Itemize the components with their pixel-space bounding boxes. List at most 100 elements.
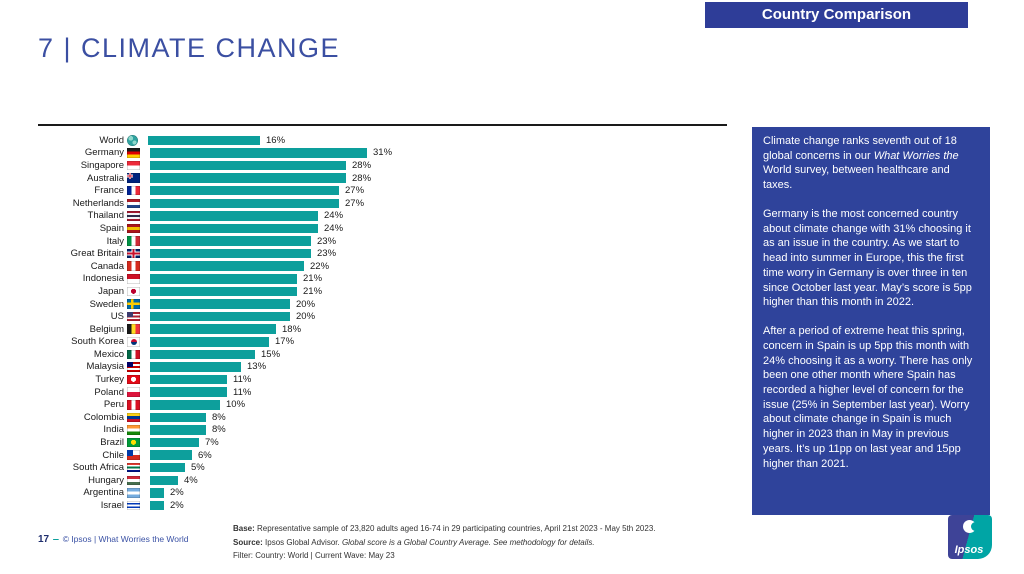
chart-row: Poland 11% — [40, 386, 392, 399]
country-label: Australia — [87, 172, 124, 184]
country-label: Colombia — [83, 411, 124, 423]
ipsos-logo-text: Ipsos — [954, 544, 984, 556]
country-label: Mexico — [93, 348, 124, 360]
value-label: 22% — [310, 260, 330, 272]
filter-line: Filter: Country: World | Current Wave: M… — [233, 551, 395, 560]
country-label: India — [103, 424, 124, 436]
country-label: Argentina — [83, 487, 124, 499]
world-flag-icon — [127, 134, 138, 146]
bar — [150, 261, 304, 271]
bar — [150, 349, 255, 360]
chile-flag-icon — [127, 450, 140, 460]
base-line: Base: Representative sample of 23,820 ad… — [233, 522, 656, 536]
turkey-flag-icon — [127, 374, 140, 385]
value-label: 7% — [205, 437, 219, 449]
value-label: 5% — [191, 462, 205, 474]
value-label: 24% — [324, 222, 344, 234]
bar — [150, 286, 297, 297]
ipsos-logo: Ipsos — [948, 515, 992, 559]
chart-row: Brazil 7% — [40, 436, 392, 449]
canada-flag-icon — [127, 261, 140, 271]
country-label: France — [94, 185, 124, 197]
country-label: Turkey — [95, 374, 124, 386]
bar — [150, 173, 346, 183]
value-label: 10% — [226, 399, 246, 411]
chart-row: Colombia 8% — [40, 411, 392, 424]
bar — [148, 135, 260, 146]
chart-row: Canada 22% — [40, 260, 392, 273]
hungary-flag-icon — [127, 475, 140, 486]
malaysia-flag-icon — [127, 362, 140, 372]
chart-row: Hungary 4% — [40, 474, 392, 487]
country-label: Belgium — [89, 323, 124, 335]
chart-row: US 20% — [40, 310, 392, 323]
country-label: Peru — [103, 399, 124, 411]
bar — [150, 248, 311, 259]
france-flag-icon — [127, 185, 140, 196]
chart-row: Israel 2% — [40, 499, 392, 512]
value-label: 21% — [303, 273, 323, 285]
value-label: 4% — [184, 474, 198, 486]
chart-row: Spain 24% — [40, 222, 392, 235]
value-label: 28% — [352, 172, 372, 184]
value-label: 2% — [170, 500, 184, 512]
colombia-flag-icon — [127, 412, 140, 423]
country-label: Chile — [102, 449, 124, 461]
italy-flag-icon — [127, 236, 140, 246]
chart-row: India 8% — [40, 424, 392, 437]
country-label: Israel — [100, 500, 124, 512]
chart-row: Sweden 20% — [40, 298, 392, 311]
value-label: 15% — [261, 348, 281, 360]
value-label: 24% — [324, 210, 344, 222]
value-label: 27% — [345, 197, 365, 209]
value-label: 11% — [233, 374, 252, 386]
chart-row: Malaysia 13% — [40, 361, 392, 374]
chart-row: Indonesia 21% — [40, 273, 392, 286]
chart-row: Turkey 11% — [40, 373, 392, 386]
bar — [150, 236, 311, 246]
value-label: 13% — [247, 361, 267, 373]
chart-row: Italy 23% — [40, 235, 392, 248]
bar — [150, 500, 164, 511]
bar — [150, 274, 297, 284]
bar — [150, 198, 339, 209]
chart-row: Singapore 28% — [40, 159, 392, 172]
country-label: Spain — [99, 222, 124, 234]
bar — [150, 374, 227, 385]
chart-row: Argentina 2% — [40, 487, 392, 500]
bar — [150, 462, 185, 473]
chart-row: World 16% — [40, 134, 392, 147]
value-label: 23% — [317, 248, 337, 260]
germany-flag-icon — [127, 148, 140, 158]
value-label: 20% — [296, 311, 316, 323]
flag-canton — [127, 362, 133, 368]
value-label: 20% — [296, 298, 316, 310]
footer-dash-icon: ‒ — [53, 534, 59, 545]
taegeuk-icon — [130, 338, 137, 345]
bar — [150, 475, 178, 486]
source-text: Ipsos Global Advisor. — [262, 537, 342, 547]
flag-canton — [127, 173, 133, 179]
value-label: 8% — [212, 424, 226, 436]
country-label: South Korea — [71, 336, 124, 348]
bar — [150, 488, 164, 498]
country-label: Hungary — [88, 474, 124, 486]
bar — [150, 412, 206, 423]
chart-row: Chile 6% — [40, 449, 392, 462]
bar — [150, 148, 367, 158]
commentary-text: Climate change ranks seventh out of 18 g… — [763, 134, 979, 471]
sweden-flag-icon — [127, 299, 140, 309]
netherlands-flag-icon — [127, 198, 140, 209]
flag-canton — [127, 450, 133, 456]
value-label: 28% — [352, 159, 372, 171]
bar — [150, 450, 192, 460]
page-footer: 17 ‒ © Ipsos | What Worries the World — [38, 529, 188, 547]
value-label: 27% — [345, 185, 365, 197]
indonesia-flag-icon — [127, 274, 140, 284]
australia-flag-icon — [127, 173, 140, 183]
country-label: Poland — [94, 386, 124, 398]
source-label: Source: — [233, 537, 263, 547]
country-label: Singapore — [80, 159, 124, 171]
country-label: Indonesia — [82, 273, 124, 285]
bar — [150, 387, 227, 397]
